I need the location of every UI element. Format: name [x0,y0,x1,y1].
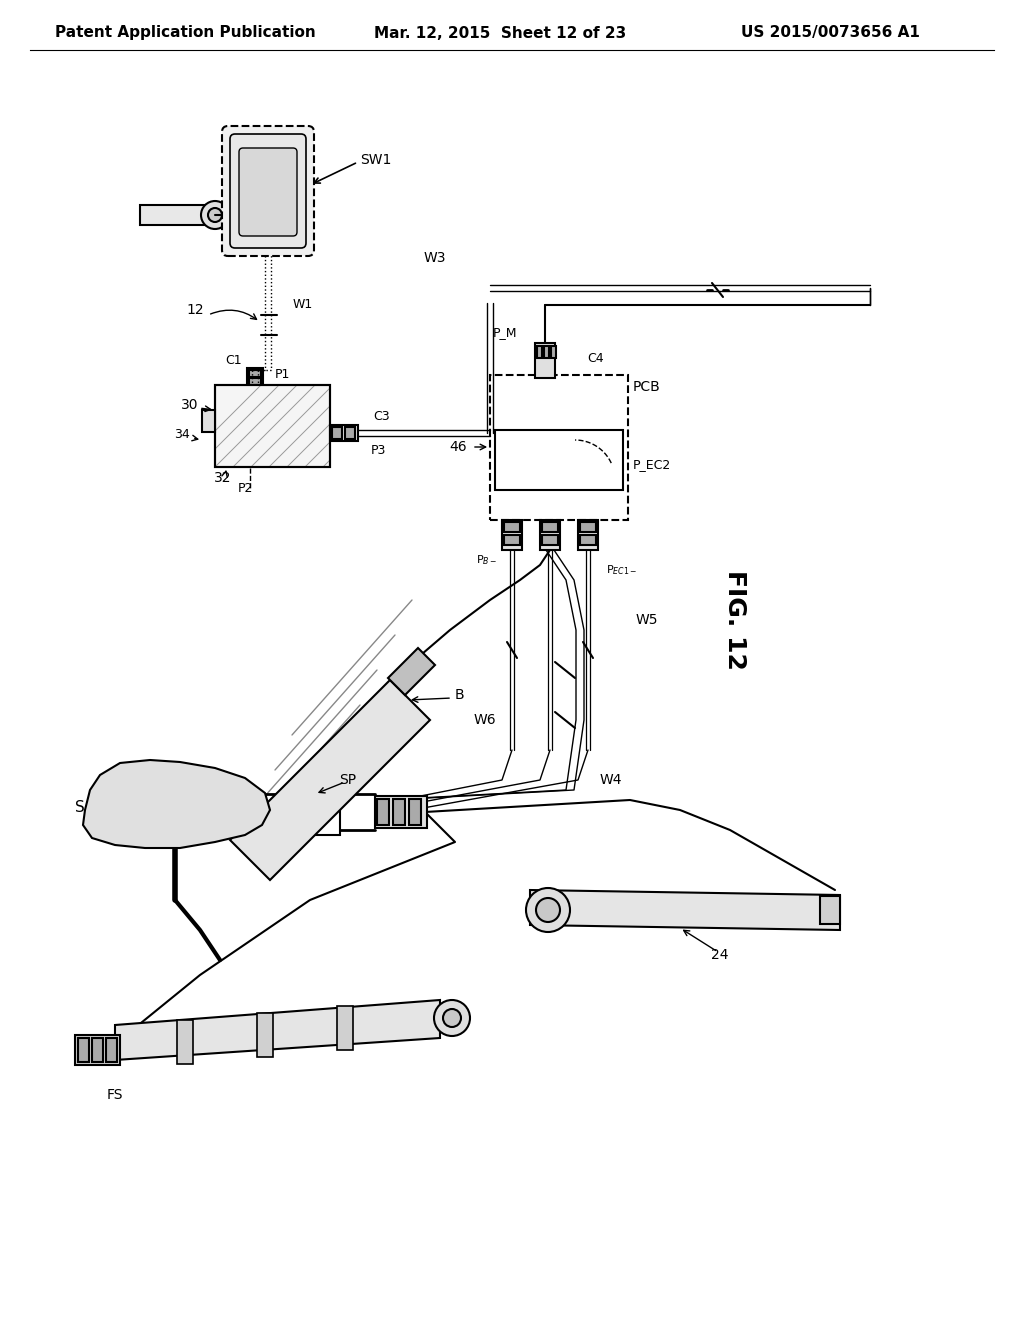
Bar [504,535,520,545]
Text: 34: 34 [174,429,190,441]
Bar [300,789,340,836]
Circle shape [443,1008,461,1027]
Text: P$_{EC1-}$: P$_{EC1-}$ [606,564,637,577]
Text: C4: C4 [587,351,603,364]
Bar [537,346,542,358]
Text: FS: FS [106,1088,123,1102]
Bar [249,378,261,385]
Bar [551,346,556,358]
Text: 12: 12 [186,304,204,317]
Polygon shape [530,890,840,931]
Text: W3: W3 [424,251,446,265]
Text: P_EC2: P_EC2 [633,458,672,471]
Text: C3: C3 [374,411,390,424]
Bar [375,796,427,828]
Circle shape [208,209,222,222]
Polygon shape [388,648,435,696]
Bar [330,425,358,441]
Text: SW1: SW1 [360,153,391,168]
Text: P3: P3 [371,445,386,458]
Bar [215,385,330,467]
Polygon shape [230,680,430,880]
Text: P_M: P_M [493,326,517,339]
Circle shape [536,898,560,921]
Bar [502,520,522,550]
Bar [140,205,215,224]
Text: Mar. 12, 2015  Sheet 12 of 23: Mar. 12, 2015 Sheet 12 of 23 [374,25,626,41]
Bar [345,426,355,440]
Bar [578,520,598,550]
Bar [377,799,389,825]
Polygon shape [115,1001,440,1060]
Text: W5: W5 [636,612,658,627]
Text: W4: W4 [600,774,623,787]
Bar [542,521,558,532]
Text: P$_{B-}$: P$_{B-}$ [476,553,497,566]
Text: 24: 24 [712,948,729,962]
Bar [393,799,406,825]
FancyBboxPatch shape [222,125,314,256]
Text: P2: P2 [238,482,253,495]
Bar [580,535,596,545]
Text: US 2015/0073656 A1: US 2015/0073656 A1 [740,25,920,41]
Bar [257,1012,273,1057]
Bar [92,1038,103,1063]
Circle shape [201,201,229,228]
Bar [409,799,421,825]
Bar [75,1035,120,1065]
Text: B: B [455,688,465,702]
Bar [490,375,628,520]
Bar [580,521,596,532]
Bar [215,385,330,467]
Text: PCB: PCB [633,380,660,393]
Bar [202,411,215,432]
Bar [504,521,520,532]
Bar [544,346,549,358]
Bar [337,1006,353,1049]
Bar [106,1038,117,1063]
Polygon shape [83,760,270,847]
Bar [820,896,840,924]
Text: P1: P1 [275,368,291,381]
Text: 46: 46 [450,440,467,454]
Bar [542,535,558,545]
Bar [535,343,555,378]
Text: W6: W6 [474,713,497,727]
Text: S: S [75,800,85,816]
Circle shape [434,1001,470,1036]
Text: W1: W1 [293,298,313,312]
Text: C1: C1 [225,354,242,367]
FancyBboxPatch shape [230,135,306,248]
Text: 30: 30 [180,399,198,412]
Bar [249,370,261,378]
Bar [495,430,623,490]
Bar [332,426,342,440]
Bar [540,520,560,550]
Text: SP: SP [339,774,356,787]
Bar [247,368,263,388]
Text: FIG. 12: FIG. 12 [723,570,746,671]
Text: Patent Application Publication: Patent Application Publication [54,25,315,41]
Text: 32: 32 [214,471,231,484]
Bar [78,1038,89,1063]
FancyBboxPatch shape [239,148,297,236]
Bar [177,1020,193,1064]
Circle shape [526,888,570,932]
